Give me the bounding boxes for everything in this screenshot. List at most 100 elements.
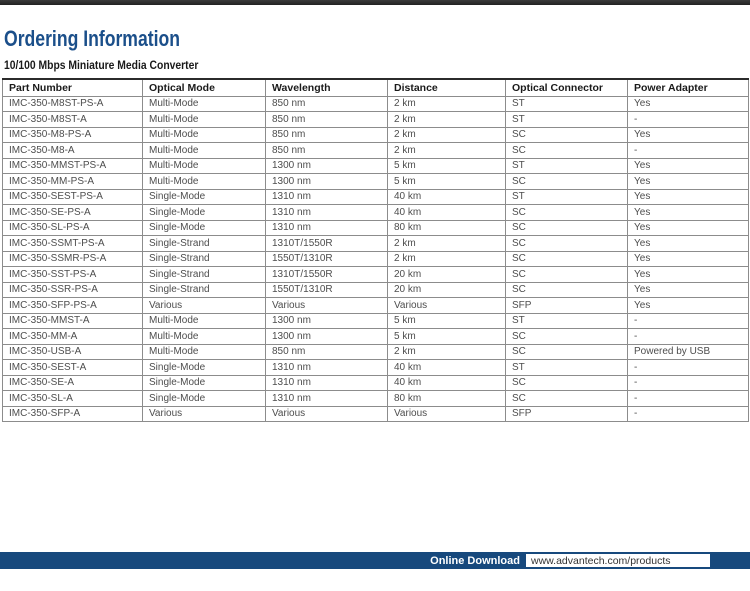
table-cell: 2 km xyxy=(387,95,506,112)
table-cell: SC xyxy=(505,343,628,360)
table-cell: SC xyxy=(505,204,628,221)
table-row: IMC-350-M8ST-A Multi-Mode 850 nm 2 km ST - xyxy=(2,111,749,128)
table-cell: Various xyxy=(387,297,506,314)
table-cell: SFP xyxy=(505,297,628,314)
table-cell: 850 nm xyxy=(265,142,388,159)
table-cell: Various xyxy=(265,297,388,314)
table-cell: - xyxy=(627,374,749,391)
table-cell: 1300 nm xyxy=(265,157,388,174)
table-cell: 1310 nm xyxy=(265,219,388,236)
table-row: IMC-350-MMST-A Multi-Mode 1300 nm 5 km ST - xyxy=(2,312,749,329)
table-cell: Yes xyxy=(627,266,749,283)
table-cell: SC xyxy=(505,173,628,190)
table-cell: Powered by USB xyxy=(627,343,749,360)
table-cell: Multi-Mode xyxy=(142,343,266,360)
table-cell: - xyxy=(627,142,749,159)
table-cell: Single-Mode xyxy=(142,219,266,236)
table-row: IMC-350-SL-A Single-Mode 1310 nm 80 km SC - xyxy=(2,390,749,407)
table-cell: SC xyxy=(505,390,628,407)
table-cell: Multi-Mode xyxy=(142,173,266,190)
table-cell: SC xyxy=(505,266,628,283)
table-cell: SC xyxy=(505,281,628,298)
table-cell: 80 km xyxy=(387,219,506,236)
table-row: IMC-350-SFP-PS-A Various Various Various SFP… xyxy=(2,297,749,314)
table-cell: IMC-350-SSMT-PS-A xyxy=(2,235,143,252)
table-row: IMC-350-SE-PS-A Single-Mode 1310 nm 40 km SC… xyxy=(2,204,749,221)
table-cell: - xyxy=(627,405,749,422)
table-cell: Various xyxy=(142,405,266,422)
column-header: Distance xyxy=(387,78,506,97)
table-row: IMC-350-SL-PS-A Single-Mode 1310 nm 80 km SC… xyxy=(2,219,749,236)
table-cell: IMC-350-SL-PS-A xyxy=(2,219,143,236)
table-cell: Various xyxy=(142,297,266,314)
table-cell: IMC-350-SFP-PS-A xyxy=(2,297,143,314)
table-cell: Single-Mode xyxy=(142,188,266,205)
table-cell: IMC-350-SSMR-PS-A xyxy=(2,250,143,267)
table-cell: Multi-Mode xyxy=(142,95,266,112)
table-cell: IMC-350-SL-A xyxy=(2,390,143,407)
table-cell: Various xyxy=(387,405,506,422)
table-cell: IMC-350-M8ST-A xyxy=(2,111,143,128)
table-cell: 1300 nm xyxy=(265,173,388,190)
table-row: IMC-350-SST-PS-A Single-Strand 1310T/1550R… xyxy=(2,266,749,283)
table-cell: 2 km xyxy=(387,126,506,143)
table-cell: 1550T/1310R xyxy=(265,250,388,267)
table-cell: IMC-350-MM-PS-A xyxy=(2,173,143,190)
table-cell: 40 km xyxy=(387,188,506,205)
table-cell: IMC-350-SE-PS-A xyxy=(2,204,143,221)
table-cell: Single-Mode xyxy=(142,359,266,376)
table-cell: 80 km xyxy=(387,390,506,407)
table-cell: Yes xyxy=(627,219,749,236)
column-header: Optical Mode xyxy=(142,78,266,97)
table-cell: Yes xyxy=(627,126,749,143)
table-cell: ST xyxy=(505,188,628,205)
table-cell: 1310 nm xyxy=(265,188,388,205)
table-row: IMC-350-M8-A Multi-Mode 850 nm 2 km SC - xyxy=(2,142,749,159)
table-cell: - xyxy=(627,328,749,345)
table-row: IMC-350-SEST-A Single-Mode 1310 nm 40 km ST - xyxy=(2,359,749,376)
table-cell: Multi-Mode xyxy=(142,126,266,143)
table-cell: SC xyxy=(505,328,628,345)
table-cell: SC xyxy=(505,142,628,159)
table-cell: Single-Mode xyxy=(142,390,266,407)
table-header: Part Number Optical Mode Wavelength Distanc… xyxy=(2,78,749,97)
table-cell: - xyxy=(627,111,749,128)
table-cell: 40 km xyxy=(387,204,506,221)
download-url-box[interactable]: www.advantech.com/products xyxy=(526,554,710,567)
ordering-table: Part Number Optical Mode Wavelength Distanc… xyxy=(2,78,749,422)
table-cell: 2 km xyxy=(387,250,506,267)
table-cell: Yes xyxy=(627,173,749,190)
table-cell: IMC-350-SSR-PS-A xyxy=(2,281,143,298)
table-cell: Yes xyxy=(627,250,749,267)
table-row: IMC-350-SEST-PS-A Single-Mode 1310 nm 40 km… xyxy=(2,188,749,205)
table-cell: 5 km xyxy=(387,157,506,174)
table-cell: SC xyxy=(505,219,628,236)
table-cell: 1300 nm xyxy=(265,328,388,345)
table-row: IMC-350-SE-A Single-Mode 1310 nm 40 km SC - xyxy=(2,374,749,391)
table-row: IMC-350-SFP-A Various Various Various SFP - xyxy=(2,405,749,422)
table-cell: SFP xyxy=(505,405,628,422)
table-cell: ST xyxy=(505,312,628,329)
table-cell: Yes xyxy=(627,188,749,205)
download-url[interactable]: www.advantech.com/products xyxy=(531,554,671,567)
table-cell: IMC-350-M8-A xyxy=(2,142,143,159)
table-cell: 1300 nm xyxy=(265,312,388,329)
column-header: Power Adapter xyxy=(627,78,749,97)
table-cell: Various xyxy=(265,405,388,422)
table-cell: 20 km xyxy=(387,266,506,283)
table-row: IMC-350-MM-A Multi-Mode 1300 nm 5 km SC - xyxy=(2,328,749,345)
table-header-row: Part Number Optical Mode Wavelength Distanc… xyxy=(2,78,749,97)
table-cell: IMC-350-MM-A xyxy=(2,328,143,345)
table-cell: ST xyxy=(505,95,628,112)
table-cell: 850 nm xyxy=(265,111,388,128)
table-cell: 5 km xyxy=(387,328,506,345)
table-cell: 5 km xyxy=(387,312,506,329)
table-cell: 2 km xyxy=(387,235,506,252)
table-cell: - xyxy=(627,390,749,407)
table-cell: - xyxy=(627,312,749,329)
table-cell: Multi-Mode xyxy=(142,157,266,174)
table-cell: Single-Strand xyxy=(142,235,266,252)
column-header: Optical Connector xyxy=(505,78,628,97)
table-cell: IMC-350-M8ST-PS-A xyxy=(2,95,143,112)
